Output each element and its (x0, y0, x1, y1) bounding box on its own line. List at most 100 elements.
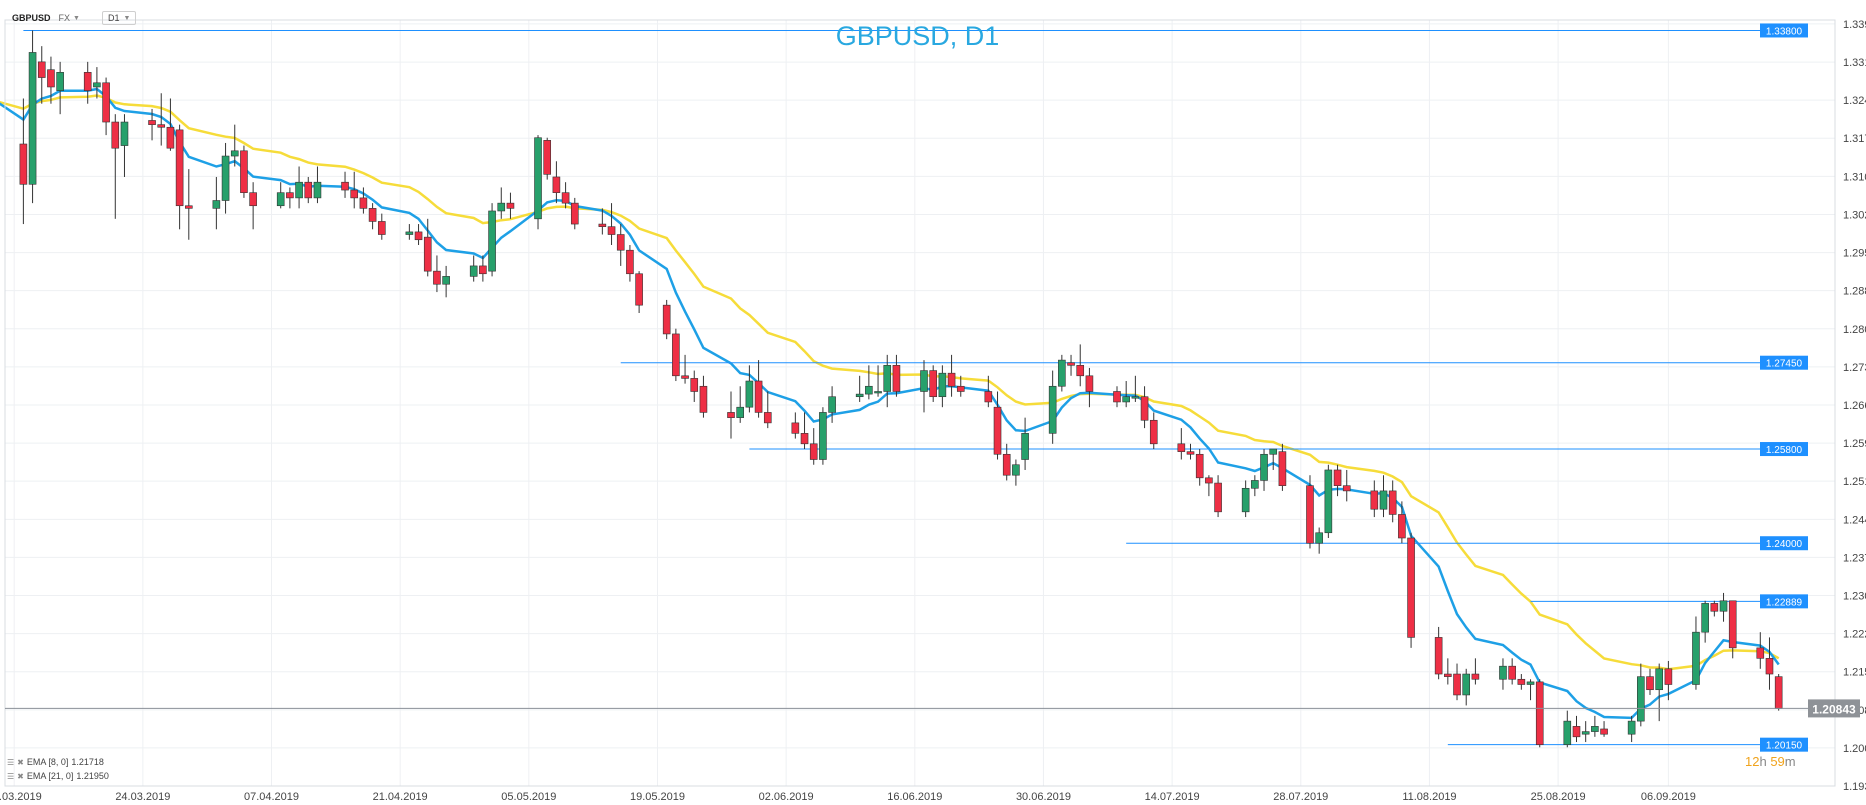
candle-down (1774, 676, 1783, 709)
market-select[interactable]: FX ▼ (59, 13, 80, 23)
settings-icon[interactable]: ☰ (7, 757, 15, 767)
candle-up (736, 406, 745, 418)
timeframe-select[interactable]: D1 ▼ (101, 11, 137, 25)
candle-down (185, 205, 193, 209)
axes: 1.33925 1.33196 1.32468 1.31740 1.31012 1.302… (0, 19, 1866, 803)
candle-down (727, 412, 735, 418)
candle-up (1021, 433, 1029, 460)
candle-down (791, 422, 800, 434)
candle-down (1370, 490, 1379, 510)
candle-down (1765, 658, 1774, 675)
y-tick-label: 1.31012 (1843, 171, 1866, 183)
candle-down (414, 231, 423, 241)
x-tick-label: 19.05.2019 (630, 791, 685, 803)
candle-down (506, 202, 515, 209)
countdown-h-unit: h (1759, 754, 1767, 769)
candle-down (368, 208, 377, 222)
y-tick-label: 1.21544 (1843, 667, 1866, 679)
candle-down (1398, 514, 1406, 539)
candle-up (1563, 720, 1572, 745)
candle-down (1434, 637, 1443, 675)
candle-down (1664, 668, 1673, 685)
candle-down (984, 391, 993, 403)
candle-down (1278, 451, 1287, 486)
candle-up (1637, 676, 1645, 722)
candle-down (304, 181, 313, 199)
candle-up (1719, 600, 1728, 612)
y-tick-label: 1.28827 (1843, 286, 1866, 298)
x-tick-label: 24.03.2019 (115, 791, 170, 803)
level-label: 1.25800 (1766, 445, 1803, 456)
y-tick-label: 1.27370 (1843, 362, 1866, 374)
candle-up (212, 200, 221, 209)
x-tick-label: 21.04.2019 (373, 791, 428, 803)
candle-down (1444, 673, 1452, 677)
candle-down (947, 372, 956, 387)
candle-down (157, 124, 166, 128)
candle-up (828, 396, 836, 413)
candle-down (359, 197, 368, 209)
toolbar: GBPUSD FX ▼ D1 ▼ (12, 10, 137, 26)
candle-down (699, 385, 708, 413)
candle-up (1581, 731, 1590, 735)
candle-down (672, 333, 680, 377)
candle-up (534, 137, 542, 220)
close-icon[interactable]: ✖ (17, 771, 24, 781)
candle-down (800, 433, 809, 445)
candle-down (83, 72, 92, 91)
legend-ema-8: ☰ ✖ EMA [8, 0] 1.21718 (7, 757, 104, 767)
candle-up (1462, 673, 1471, 696)
candle-up (1499, 665, 1507, 680)
candle-down (1113, 391, 1121, 403)
candle-up (1379, 490, 1388, 510)
candle-down (1195, 453, 1204, 479)
x-tick-label: 28.07.2019 (1273, 791, 1328, 803)
candle-down (1388, 490, 1397, 515)
y-tick-label: 1.23729 (1843, 552, 1866, 564)
candle-up (1701, 603, 1709, 633)
candle-up (56, 72, 64, 91)
level-label-bg (1760, 594, 1808, 609)
y-tick-label: 1.25914 (1843, 438, 1866, 450)
candle-up (295, 181, 303, 199)
y-tick-label: 1.29555 (1843, 248, 1866, 260)
candle-down (1756, 647, 1765, 659)
candle-up (920, 370, 928, 392)
candle-down (1085, 375, 1094, 392)
close-icon[interactable]: ✖ (17, 757, 24, 767)
candle-up (1241, 487, 1250, 513)
candle-up (883, 365, 892, 392)
settings-icon[interactable]: ☰ (7, 771, 15, 781)
candle-down (1508, 665, 1516, 680)
grid (5, 20, 1835, 787)
candle-countdown: 12h 59m (1745, 754, 1796, 769)
countdown-hours: 12 (1745, 754, 1760, 769)
chevron-down-icon: ▼ (73, 14, 80, 22)
candle-down (681, 375, 689, 379)
candle-up (819, 412, 827, 460)
candle-down (1710, 603, 1719, 612)
candle-down (47, 69, 55, 88)
candle-down (1471, 673, 1480, 680)
y-tick-label: 1.28099 (1843, 324, 1866, 336)
level-label-bg (1760, 23, 1808, 38)
candle-up (442, 276, 450, 285)
candle-down (1646, 676, 1654, 691)
candle-down (1306, 485, 1314, 544)
level-label-bg (1760, 355, 1808, 370)
x-tick-label: 14.07.2019 (1145, 791, 1200, 803)
candle-down (616, 234, 625, 251)
countdown-m-unit: m (1784, 754, 1796, 769)
candle-down (570, 202, 579, 225)
candle-down (635, 273, 643, 306)
candle-up (1260, 453, 1268, 481)
candle-up (938, 372, 947, 398)
candle-down (479, 265, 487, 275)
candle-up (1591, 726, 1599, 732)
candle-down (956, 385, 965, 392)
candle-down (1002, 453, 1011, 476)
indicator-value: 1.21950 (76, 771, 109, 781)
level-label: 1.20150 (1766, 741, 1803, 752)
candle-up (1131, 396, 1140, 399)
